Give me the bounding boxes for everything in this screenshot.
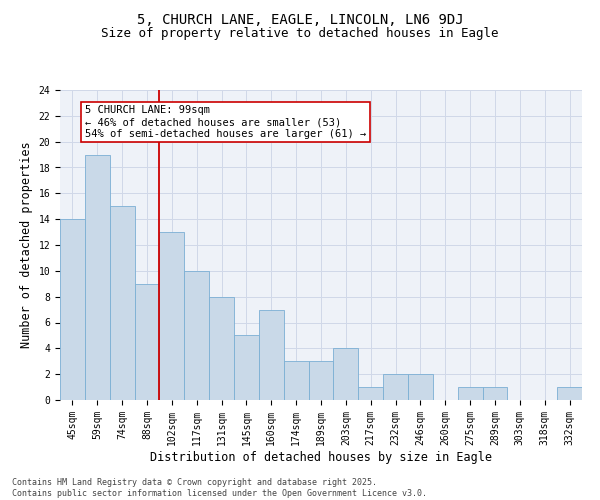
Text: Size of property relative to detached houses in Eagle: Size of property relative to detached ho…: [101, 28, 499, 40]
Bar: [458, 387, 482, 400]
Text: 5 CHURCH LANE: 99sqm
← 46% of detached houses are smaller (53)
54% of semi-detac: 5 CHURCH LANE: 99sqm ← 46% of detached h…: [85, 106, 366, 138]
Bar: [308, 361, 334, 400]
Bar: [134, 284, 160, 400]
Bar: [160, 232, 184, 400]
Bar: [383, 374, 408, 400]
Bar: [557, 387, 582, 400]
Bar: [234, 336, 259, 400]
Bar: [209, 296, 234, 400]
Bar: [60, 219, 85, 400]
Bar: [184, 271, 209, 400]
Bar: [110, 206, 134, 400]
Bar: [334, 348, 358, 400]
Text: 5, CHURCH LANE, EAGLE, LINCOLN, LN6 9DJ: 5, CHURCH LANE, EAGLE, LINCOLN, LN6 9DJ: [137, 12, 463, 26]
Text: Contains HM Land Registry data © Crown copyright and database right 2025.
Contai: Contains HM Land Registry data © Crown c…: [12, 478, 427, 498]
Y-axis label: Number of detached properties: Number of detached properties: [20, 142, 33, 348]
Bar: [259, 310, 284, 400]
Bar: [284, 361, 308, 400]
Bar: [85, 154, 110, 400]
Bar: [482, 387, 508, 400]
Bar: [408, 374, 433, 400]
X-axis label: Distribution of detached houses by size in Eagle: Distribution of detached houses by size …: [150, 450, 492, 464]
Bar: [358, 387, 383, 400]
